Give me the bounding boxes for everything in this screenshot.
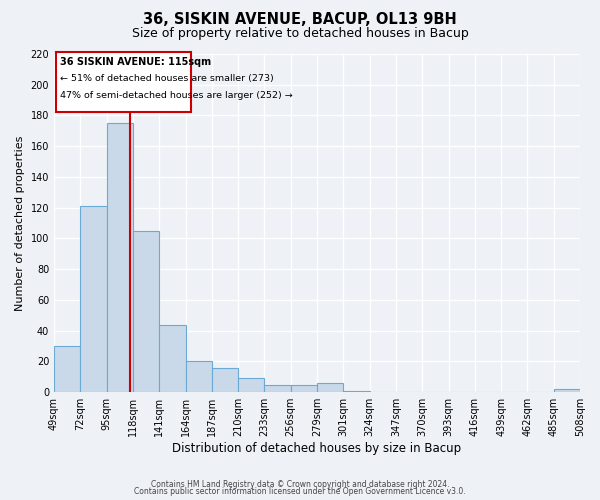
Bar (554, 389, 580, 392)
Bar (185, 362, 212, 392)
Text: Contains HM Land Registry data © Crown copyright and database right 2024.: Contains HM Land Registry data © Crown c… (151, 480, 449, 489)
Text: Size of property relative to detached houses in Bacup: Size of property relative to detached ho… (131, 28, 469, 40)
Bar (317, 383, 343, 392)
Text: 47% of semi-detached houses are larger (252) →: 47% of semi-detached houses are larger (… (60, 91, 293, 100)
Text: 36 SISKIN AVENUE: 115sqm: 36 SISKIN AVENUE: 115sqm (60, 57, 211, 67)
Bar (54, 346, 80, 392)
Bar (133, 231, 159, 392)
Text: ← 51% of detached houses are smaller (273): ← 51% of detached houses are smaller (27… (60, 74, 274, 83)
Bar (159, 324, 185, 392)
Bar (238, 378, 265, 392)
Bar (212, 368, 238, 392)
Bar (343, 390, 370, 392)
Bar (291, 384, 317, 392)
Y-axis label: Number of detached properties: Number of detached properties (15, 136, 25, 311)
Bar (265, 384, 291, 392)
Bar (107, 123, 133, 392)
Text: Contains public sector information licensed under the Open Government Licence v3: Contains public sector information licen… (134, 487, 466, 496)
FancyBboxPatch shape (56, 52, 191, 112)
X-axis label: Distribution of detached houses by size in Bacup: Distribution of detached houses by size … (172, 442, 461, 455)
Bar (80, 206, 107, 392)
Text: 36, SISKIN AVENUE, BACUP, OL13 9BH: 36, SISKIN AVENUE, BACUP, OL13 9BH (143, 12, 457, 28)
